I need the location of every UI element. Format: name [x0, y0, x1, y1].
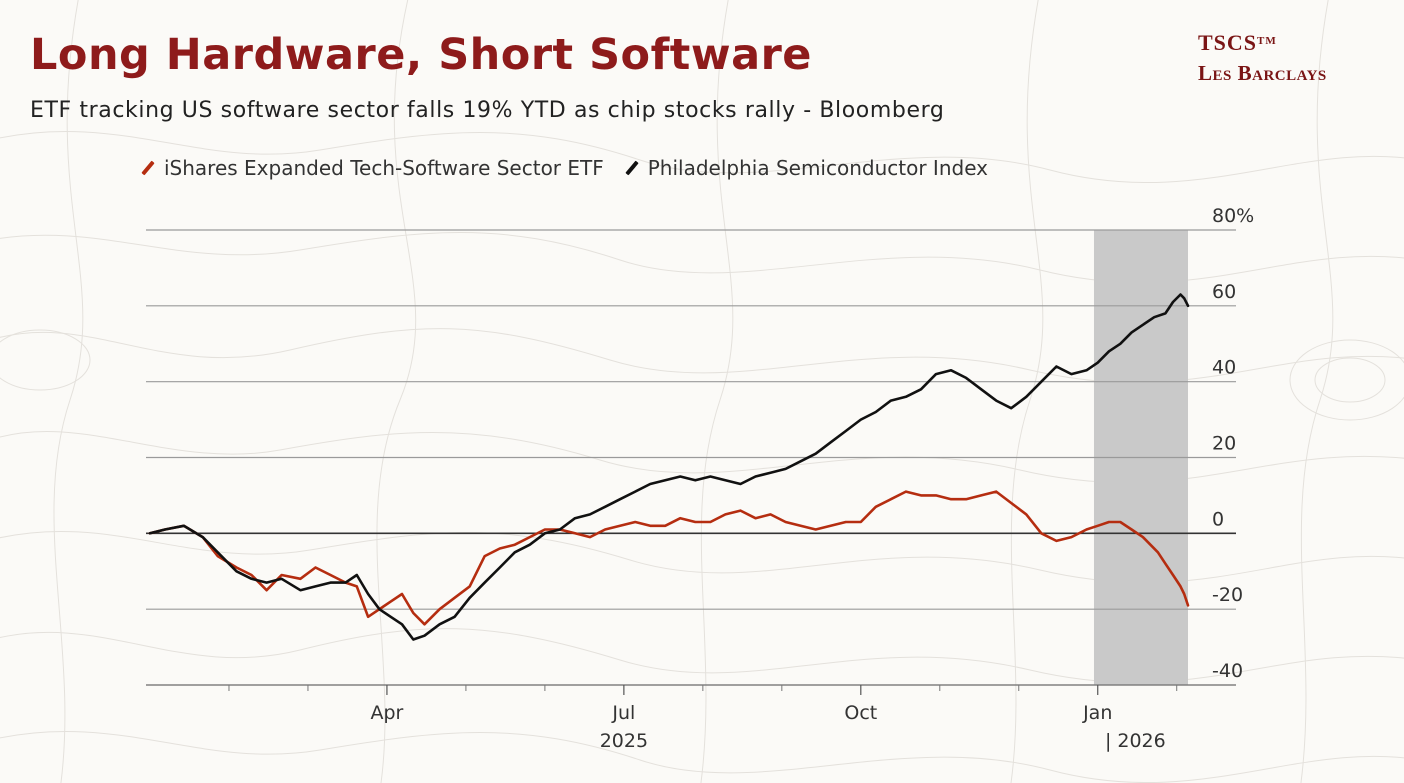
chart-legend: iShares Expanded Tech-Software Sector ET…	[141, 156, 1014, 180]
brand-trademark: TM	[1257, 35, 1277, 47]
page-subtitle: ETF tracking US software sector falls 19…	[30, 98, 945, 123]
y-tick-label: 0	[1212, 508, 1224, 530]
y-tick-label: -20	[1212, 584, 1243, 606]
x-year-label: 2025	[600, 730, 648, 752]
series-line-semiconductor-index	[148, 293, 1190, 641]
brand-line1: TSCSTM	[1198, 28, 1327, 58]
brand-logo: TSCSTM Les Barclays	[1198, 28, 1327, 88]
legend-label-software: iShares Expanded Tech-Software Sector ET…	[164, 156, 604, 180]
legend-label-semiconductor: Philadelphia Semiconductor Index	[647, 156, 988, 180]
y-tick-label: 20	[1212, 433, 1236, 455]
x-tick-label: Oct	[844, 702, 877, 724]
series-line-software-etf	[148, 490, 1190, 626]
y-tick-label: 80%	[1212, 205, 1254, 227]
x-tick-label: Apr	[370, 702, 403, 724]
x-tick-label: Jan	[1082, 702, 1112, 724]
y-tick-label: 40	[1212, 357, 1236, 379]
brand-line2: Les Barclays	[1198, 61, 1327, 85]
legend-item-software: iShares Expanded Tech-Software Sector ET…	[141, 156, 604, 180]
page-title: Long Hardware, Short Software	[30, 30, 812, 80]
x-year-label: | 2026	[1105, 730, 1166, 752]
brand-name: TSCS	[1198, 30, 1258, 55]
legend-item-semiconductor: Philadelphia Semiconductor Index	[625, 156, 988, 180]
y-tick-label: 60	[1212, 281, 1236, 303]
x-tick-label: Jul	[611, 702, 635, 724]
y-tick-label: -40	[1212, 660, 1243, 682]
